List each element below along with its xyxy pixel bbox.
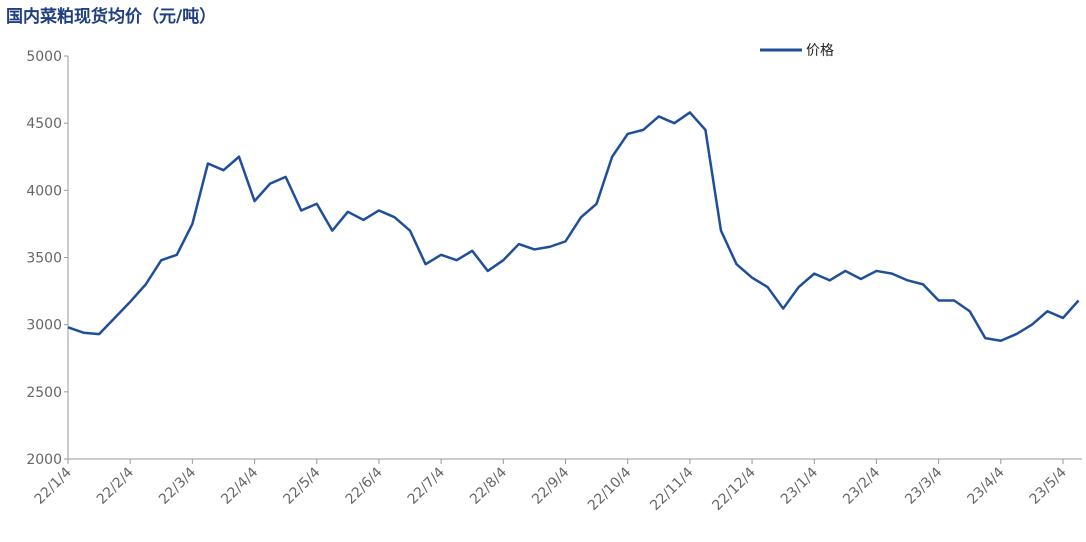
x-tick-label: 22/7/4 — [405, 464, 448, 507]
x-tick-label: 22/3/4 — [156, 464, 199, 507]
y-tick-label: 3500 — [26, 251, 62, 267]
y-tick-label: 4500 — [26, 116, 62, 132]
x-tick-label: 22/1/4 — [32, 464, 75, 507]
y-tick-label: 4000 — [26, 183, 62, 199]
x-tick-label: 22/6/4 — [343, 464, 386, 507]
y-tick-label: 2000 — [26, 452, 62, 468]
x-tick-label: 22/5/4 — [280, 464, 323, 507]
x-tick-label: 23/4/4 — [964, 464, 1007, 507]
x-tick-label: 23/1/4 — [778, 464, 821, 507]
x-tick-label: 22/12/4 — [709, 464, 759, 514]
x-tick-label: 22/9/4 — [529, 464, 572, 507]
x-tick-label: 22/8/4 — [467, 464, 510, 507]
x-tick-label: 23/3/4 — [902, 464, 945, 507]
price-line — [67, 111, 1080, 343]
x-tick-label: 22/2/4 — [94, 464, 137, 507]
chart-title: 国内菜粕现货均价（元/吨） — [6, 6, 216, 27]
x-tick-label: 22/10/4 — [585, 464, 635, 514]
y-tick-label: 5000 — [26, 49, 62, 65]
x-tick-label: 22/4/4 — [218, 464, 261, 507]
x-tick-label: 23/5/4 — [1027, 464, 1070, 507]
legend-label: 价格 — [806, 43, 834, 59]
x-tick-label: 23/2/4 — [840, 464, 883, 507]
y-tick-label: 2500 — [26, 385, 62, 401]
y-tick-label: 3000 — [26, 318, 62, 334]
x-tick-label: 22/11/4 — [647, 464, 697, 514]
